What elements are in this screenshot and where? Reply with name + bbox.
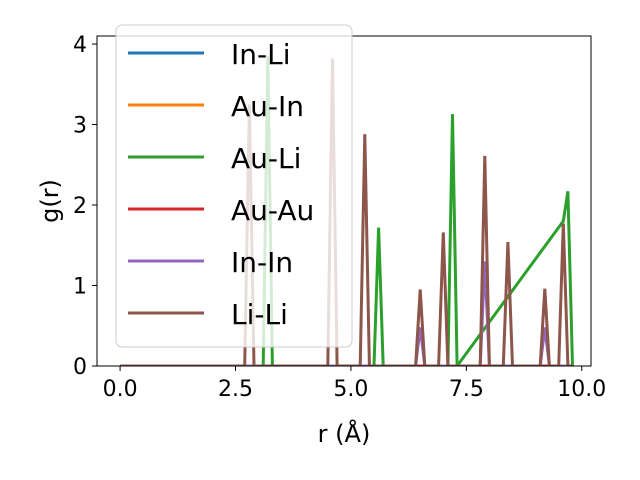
y-tick-label: 0 <box>73 355 87 380</box>
legend-label-in-li: In-Li <box>231 38 291 71</box>
x-axis-label: r (Å) <box>318 419 371 448</box>
x-tick-label: 2.5 <box>218 377 253 402</box>
x-tick-label: 7.5 <box>449 377 484 402</box>
y-axis-label: g(r) <box>36 179 64 223</box>
legend: In-Li Au-In Au-Li Au-Au In-In Li-Li <box>115 24 353 348</box>
legend-label-au-li: Au-Li <box>231 142 301 175</box>
x-tick-label: 10.0 <box>557 377 606 402</box>
legend-label-au-au: Au-Au <box>231 194 314 227</box>
legend-label-au-in: Au-In <box>231 90 304 123</box>
y-tick-label: 4 <box>73 33 87 58</box>
y-tick-label: 2 <box>73 194 87 219</box>
axes: 0.0 2.5 5.0 7.5 10.0 0 1 2 3 4 <box>73 33 606 402</box>
legend-label-li-li: Li-Li <box>231 298 288 331</box>
legend-label-in-in: In-In <box>231 246 293 279</box>
y-tick-label: 3 <box>73 114 87 139</box>
x-tick-label: 5.0 <box>333 377 368 402</box>
x-tick-label: 0.0 <box>103 377 138 402</box>
series-line-in-in <box>120 261 573 366</box>
y-tick-label: 1 <box>73 275 87 300</box>
